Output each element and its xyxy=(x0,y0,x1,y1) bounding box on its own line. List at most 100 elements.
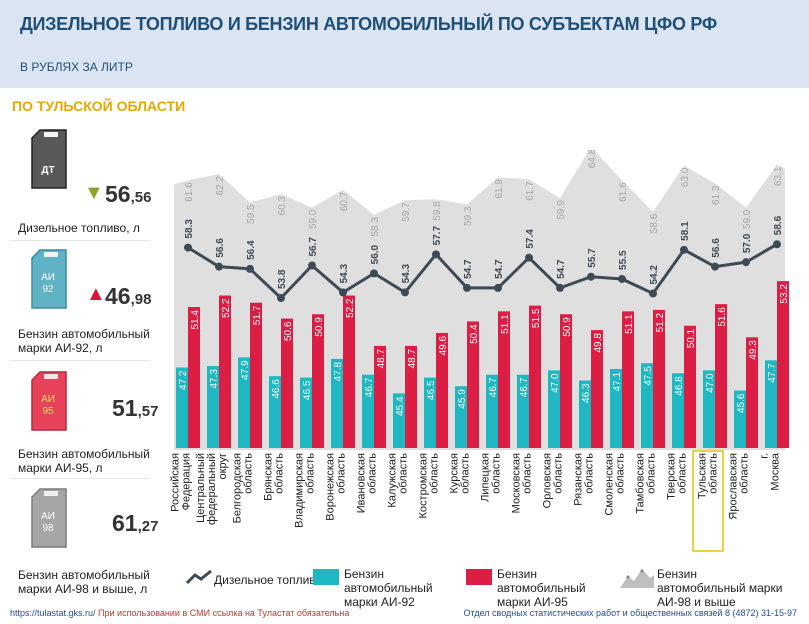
ai95-value-label: 51.1 xyxy=(624,314,635,334)
ai95-value-label: 50.6 xyxy=(283,321,294,341)
ai98-value-label: 59.3 xyxy=(463,206,474,226)
svg-text:АИ: АИ xyxy=(41,511,55,522)
diesel-can-label: ДТ xyxy=(41,165,54,176)
ai95-value-label: 51.2 xyxy=(655,312,666,332)
diesel-value-label: 55.7 xyxy=(587,248,598,268)
diesel-price-int: 56 xyxy=(105,181,131,207)
ai95-value-label: 51.6 xyxy=(717,307,728,327)
ai92-value-label: 46.8 xyxy=(674,376,685,396)
ai98-canister-icon: АИ 98 xyxy=(31,488,67,548)
ai92-bar xyxy=(362,374,374,448)
diesel-point xyxy=(494,283,502,292)
diesel-point xyxy=(742,258,750,267)
category-label: Белгородскаяобласть xyxy=(232,453,255,524)
ai98-value-label: 59.5 xyxy=(246,204,257,224)
footer-url[interactable]: https://tulastat.gks.ru/ xyxy=(10,608,96,618)
diesel-point xyxy=(246,264,254,273)
category-label: Орловскаяобласть xyxy=(542,453,565,509)
header-banner: ДИЗЕЛЬНОЕ ТОПЛИВО И БЕНЗИН АВТОМОБИЛЬНЫЙ… xyxy=(0,0,809,88)
ai95-value-label: 53.2 xyxy=(779,284,790,304)
ai98-value-label: 61.6 xyxy=(184,182,195,202)
svg-text:95: 95 xyxy=(42,406,54,417)
legend-ai92: Бензин автомобильный марки АИ-92 xyxy=(344,567,433,609)
diesel-point xyxy=(587,272,595,281)
ai92-bar xyxy=(393,393,405,448)
diesel-value-label: 56.6 xyxy=(215,238,226,258)
diesel-price: 56,56 xyxy=(105,181,152,207)
diesel-point xyxy=(432,250,440,259)
legend-ai98: Бензин автомобильный марки АИ-98 и выше xyxy=(657,567,783,609)
ai92-bar xyxy=(331,358,343,448)
ai95-value-label: 52.2 xyxy=(221,298,232,318)
ai95-bar xyxy=(405,345,417,448)
category-label: Московскаяобласть xyxy=(511,453,534,514)
ai95-bar xyxy=(498,311,510,448)
ai95-bar xyxy=(312,314,324,448)
fuel-price-chart: 61.6 62.2 59.5 60.3 59.0 60.7 58.3 59.7 59.8 59.3… xyxy=(170,150,790,552)
ai92-value-label: 47.9 xyxy=(240,360,251,380)
ai92-bar xyxy=(517,374,529,448)
ai92-value-label: 46.6 xyxy=(271,379,282,399)
ai92-price-dec: 98 xyxy=(134,291,152,308)
diesel-point xyxy=(308,261,316,270)
footer-left: https://tulastat.gks.ru/ При использован… xyxy=(10,608,349,618)
ai92-value-label: 46.5 xyxy=(302,380,313,400)
diesel-label: Дизельное топливо, л xyxy=(18,221,140,235)
ai95-value-label: 50.4 xyxy=(469,324,480,344)
ai95-canister-icon: АИ 95 xyxy=(31,371,67,431)
diesel-point xyxy=(215,262,223,271)
ai92-value-label: 47.8 xyxy=(333,361,344,381)
ai95-bar xyxy=(529,305,541,448)
diesel-value-label: 56.7 xyxy=(308,237,319,257)
ai92-value-label: 45.9 xyxy=(457,389,468,409)
ai95-bar xyxy=(746,337,758,448)
ai95-price-int: 51 xyxy=(112,395,138,421)
ai92-bar xyxy=(269,376,281,448)
ai92-bar xyxy=(610,368,622,448)
svg-text:98: 98 xyxy=(42,523,54,534)
ai92-bar xyxy=(765,360,777,448)
diesel-price-dec: 56 xyxy=(134,189,152,206)
ai98-value-label: 61.7 xyxy=(525,181,536,201)
ai95-value-label: 48.7 xyxy=(376,348,387,368)
diesel-value-label: 56.4 xyxy=(246,240,257,260)
diesel-value-label: 53.8 xyxy=(277,269,288,289)
ai92-label: Бензин автомобильный марки АИ-92, л xyxy=(18,327,150,355)
ai95-bar xyxy=(281,318,293,448)
ai98-value-label: 60.3 xyxy=(277,196,288,216)
ai95-bar xyxy=(715,304,727,448)
footer-note: При использовании в СМИ ссылка на Туласт… xyxy=(95,608,350,618)
teal-square-icon xyxy=(313,569,339,585)
ai95-value-label: 48.7 xyxy=(407,348,418,368)
diesel-point xyxy=(556,283,564,292)
diesel-point xyxy=(463,283,471,292)
ai92-value-label: 46.7 xyxy=(488,377,499,397)
ai98-price: 61,27 xyxy=(112,510,159,536)
ai95-bar xyxy=(436,332,448,448)
svg-text:АИ: АИ xyxy=(41,272,55,283)
ai98-value-label: 59.0 xyxy=(308,209,319,229)
diesel-value-label: 56.0 xyxy=(370,244,381,264)
ai95-price: 51,57 xyxy=(112,395,159,421)
diesel-point xyxy=(184,243,192,252)
ai98-label: Бензин автомобильный марки АИ-98 и выше,… xyxy=(18,568,150,596)
diesel-value-label: 54.7 xyxy=(556,259,567,279)
ai98-value-label: 64.8 xyxy=(587,150,598,168)
ai95-value-label: 50.1 xyxy=(686,328,697,348)
diesel-value-label: 57.7 xyxy=(432,225,443,245)
ai92-value-label: 47.2 xyxy=(178,370,189,390)
ai95-bar xyxy=(250,302,262,448)
category-label: Курскаяобласть xyxy=(449,453,472,494)
diesel-point xyxy=(773,240,781,249)
ai95-bar xyxy=(684,325,696,448)
ai98-value-label: 61.3 xyxy=(711,185,722,205)
page-title: ДИЗЕЛЬНОЕ ТОПЛИВО И БЕНЗИН АВТОМОБИЛЬНЫЙ… xyxy=(20,14,717,34)
highlight-frame xyxy=(692,450,724,552)
diesel-value-label: 57.4 xyxy=(525,229,536,249)
ai92-bar xyxy=(703,370,715,448)
ai92-bar xyxy=(641,363,653,448)
divider xyxy=(10,240,150,241)
ai92-value-label: 46.7 xyxy=(364,377,375,397)
svg-text:АИ: АИ xyxy=(41,394,55,405)
ai98-value-label: 61.9 xyxy=(494,179,505,199)
